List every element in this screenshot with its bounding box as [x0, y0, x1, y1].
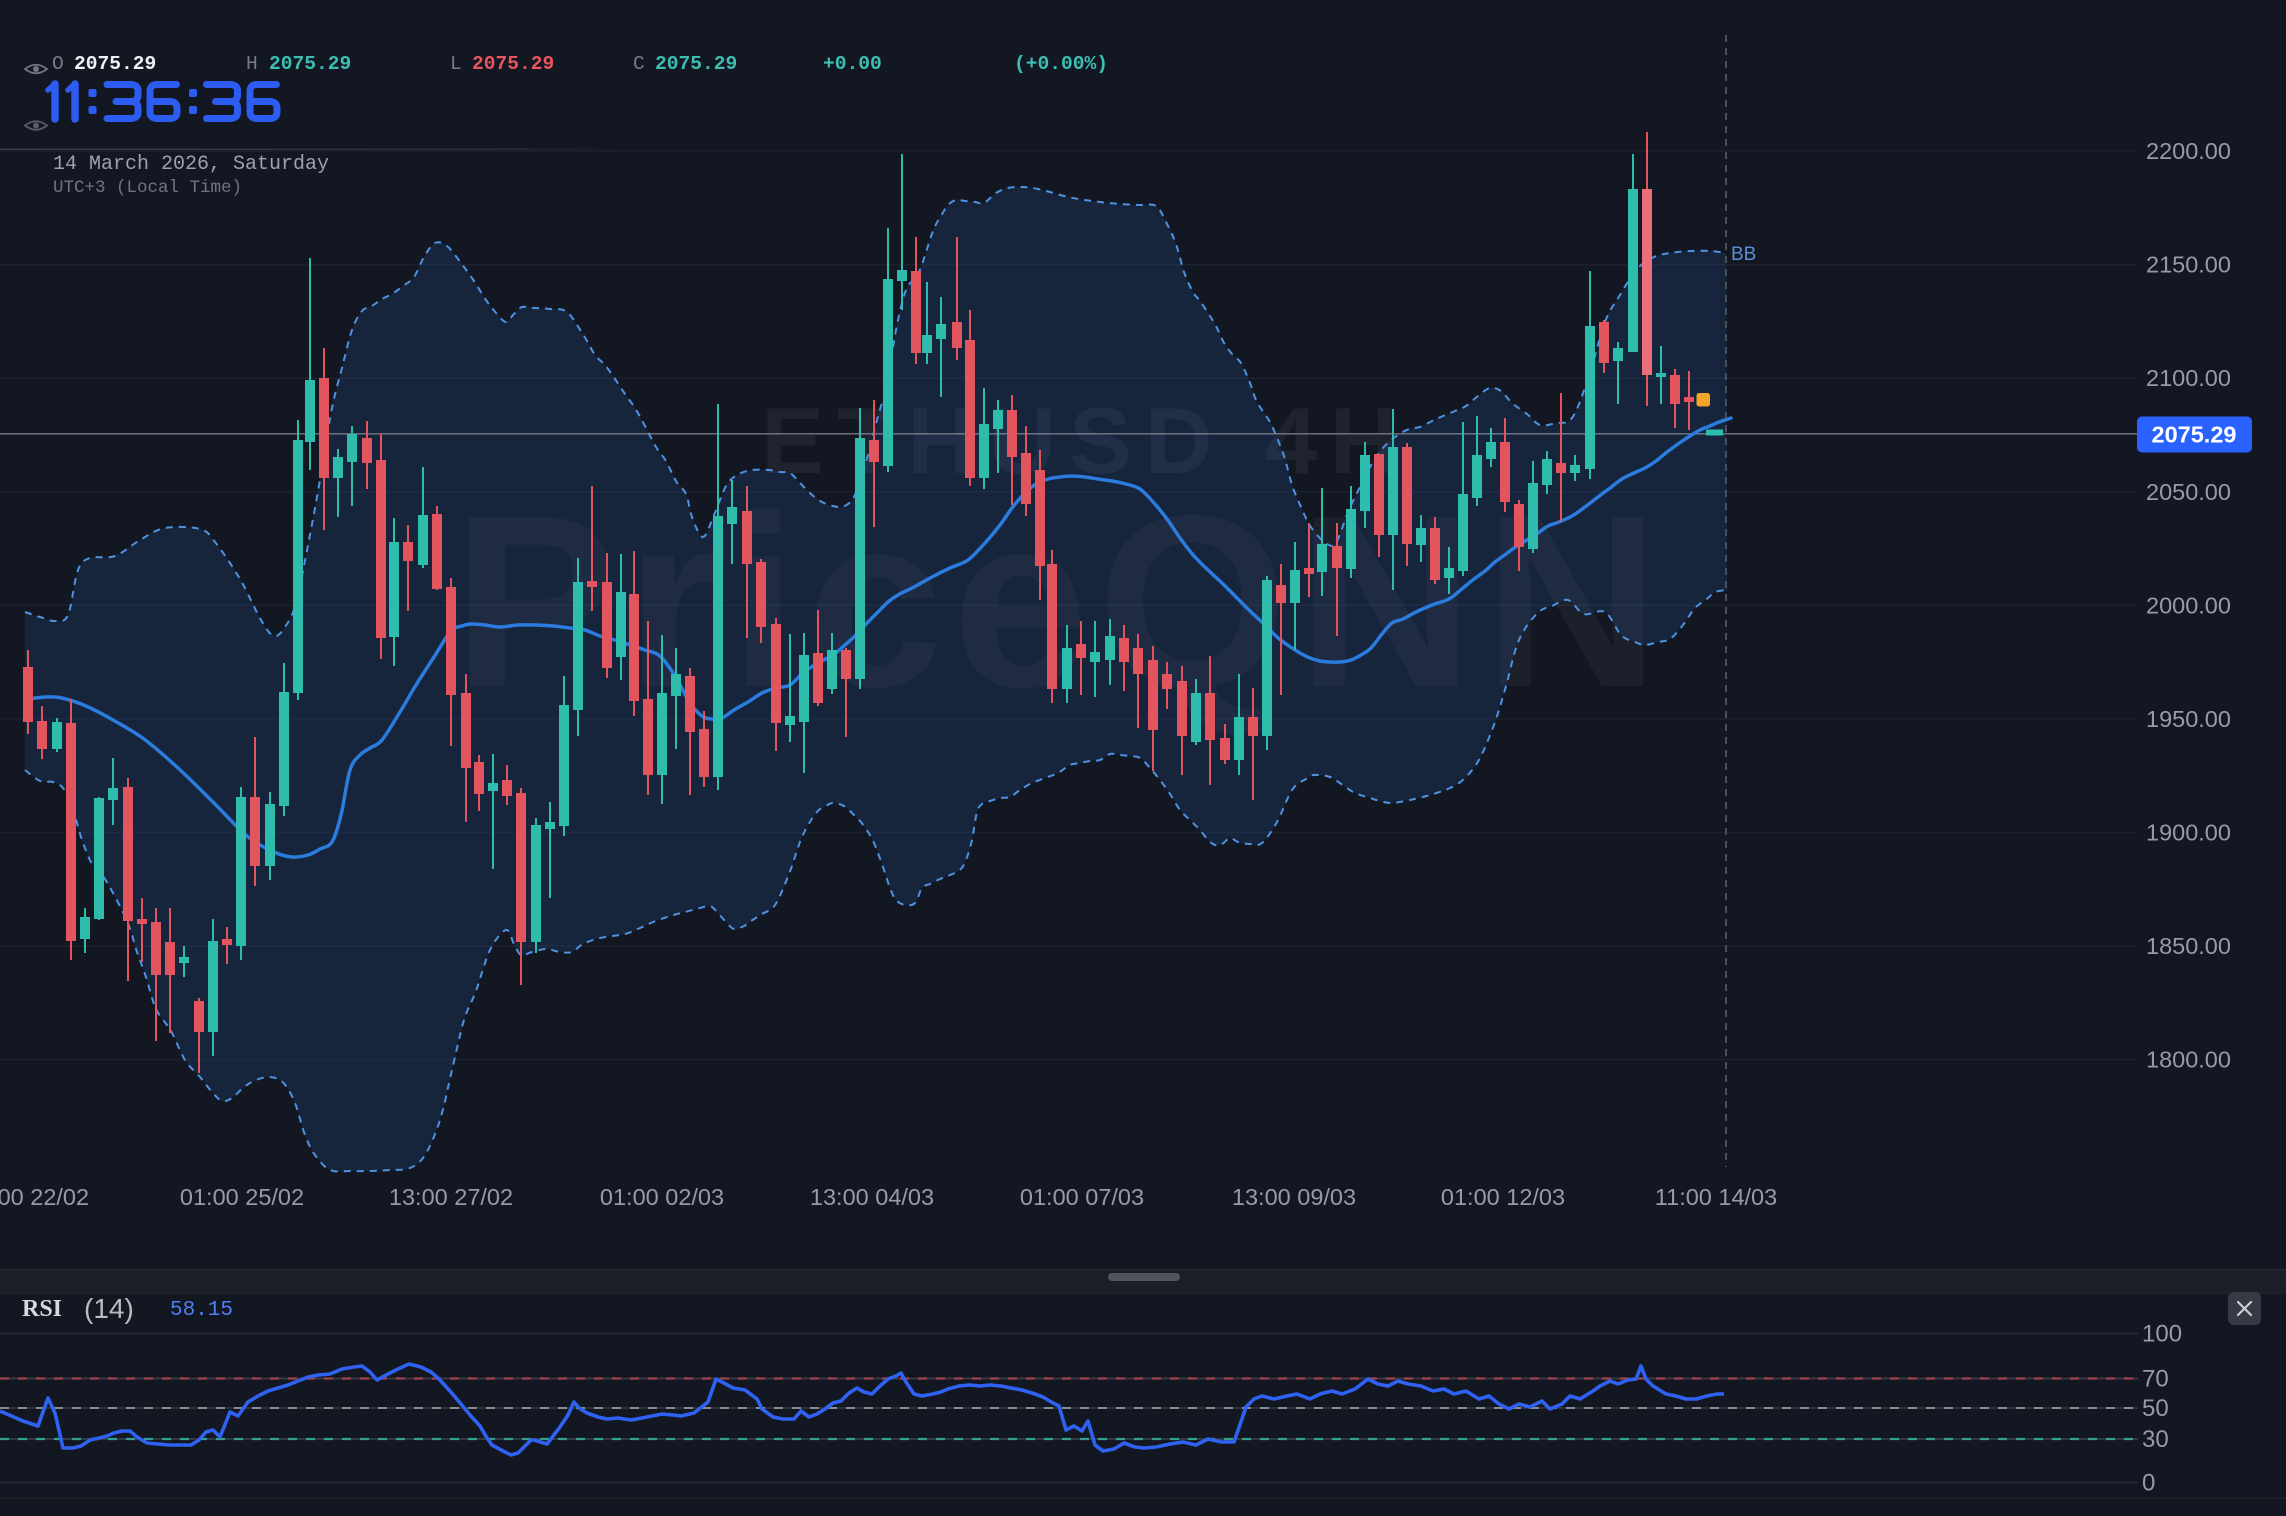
svg-text:58.15: 58.15	[170, 1299, 233, 1322]
svg-text:70: 70	[2142, 1366, 2169, 1393]
svg-text:BB: BB	[1731, 244, 1756, 265]
svg-text:(14): (14)	[84, 1293, 134, 1324]
svg-text:UTC+3 (Local Time): UTC+3 (Local Time)	[53, 178, 242, 198]
svg-text:C: C	[633, 53, 645, 75]
svg-text:H: H	[246, 53, 258, 75]
svg-text:(+0.00%): (+0.00%)	[1014, 53, 1108, 75]
svg-text:1800.00: 1800.00	[2146, 1047, 2231, 1073]
svg-text:14 March 2026, Saturday: 14 March 2026, Saturday	[53, 153, 329, 176]
svg-text:2075.29: 2075.29	[2152, 422, 2237, 448]
svg-text:2075.29: 2075.29	[472, 53, 554, 75]
svg-text:13:00 27/02: 13:00 27/02	[389, 1184, 513, 1210]
svg-text:30: 30	[2142, 1426, 2169, 1453]
svg-text:13:00 04/03: 13:00 04/03	[810, 1184, 934, 1210]
svg-text:01:00 25/02: 01:00 25/02	[180, 1184, 304, 1210]
svg-text:2050.00: 2050.00	[2146, 479, 2231, 505]
svg-text:1850.00: 1850.00	[2146, 933, 2231, 959]
svg-text:50: 50	[2142, 1395, 2169, 1422]
svg-text:0: 0	[2142, 1470, 2155, 1497]
svg-text:11:00 14/03: 11:00 14/03	[1655, 1184, 1777, 1210]
svg-text:+0.00: +0.00	[823, 53, 882, 75]
svg-text:2000.00: 2000.00	[2146, 592, 2231, 618]
svg-text:2075.29: 2075.29	[655, 53, 737, 75]
svg-text:2150.00: 2150.00	[2146, 252, 2231, 278]
svg-text:01:00 02/03: 01:00 02/03	[600, 1184, 724, 1210]
svg-text:13:00 22/02: 13:00 22/02	[0, 1184, 89, 1210]
svg-text:1900.00: 1900.00	[2146, 819, 2231, 845]
svg-text:01:00 12/03: 01:00 12/03	[1441, 1184, 1565, 1210]
svg-text:O: O	[52, 53, 64, 75]
svg-text:100: 100	[2142, 1321, 2182, 1348]
svg-text:01:00 07/03: 01:00 07/03	[1020, 1184, 1144, 1210]
svg-text:13:00 09/03: 13:00 09/03	[1232, 1184, 1356, 1210]
svg-text:2075.29: 2075.29	[74, 53, 156, 75]
svg-text:2075.29: 2075.29	[269, 53, 351, 75]
svg-text:RSI: RSI	[22, 1296, 62, 1322]
svg-text:2200.00: 2200.00	[2146, 138, 2231, 164]
svg-text:2100.00: 2100.00	[2146, 365, 2231, 391]
svg-text:L: L	[450, 53, 462, 75]
svg-text:1950.00: 1950.00	[2146, 706, 2231, 732]
